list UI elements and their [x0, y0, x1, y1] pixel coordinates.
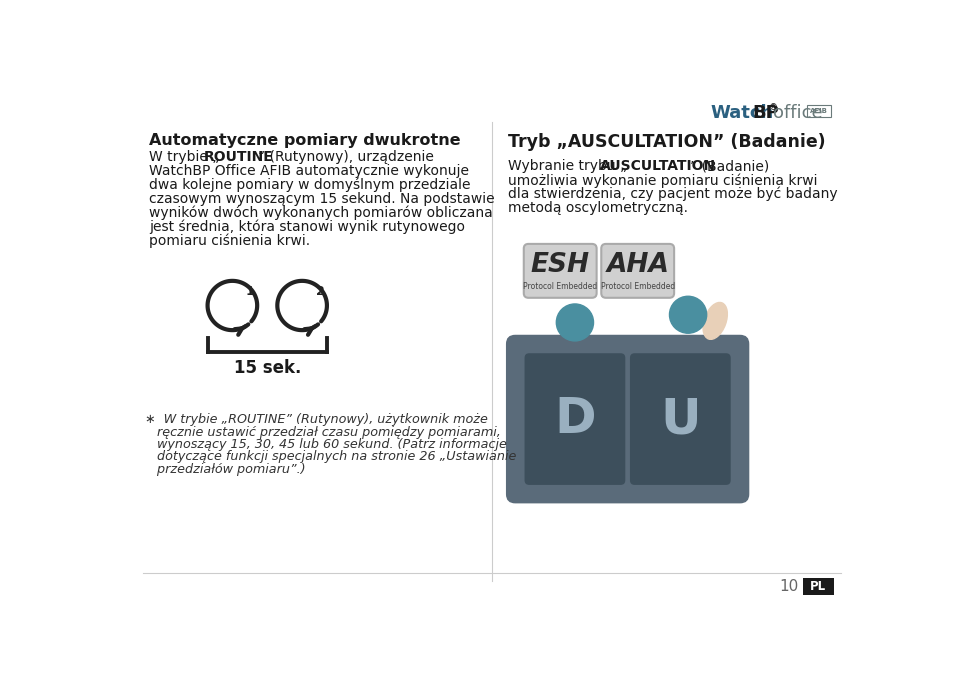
Text: AUSCULTATION: AUSCULTATION: [600, 159, 716, 173]
Text: 1: 1: [246, 284, 254, 297]
Text: Tryb „AUSCULTATION” (Badanie): Tryb „AUSCULTATION” (Badanie): [508, 133, 826, 151]
FancyBboxPatch shape: [630, 353, 731, 485]
Text: PL: PL: [810, 580, 827, 593]
Text: wyników dwóch wykonanych pomiarów obliczana: wyników dwóch wykonanych pomiarów oblicz…: [150, 206, 493, 220]
Text: czasowym wynoszącym 15 sekund. Na podstawie: czasowym wynoszącym 15 sekund. Na podsta…: [150, 192, 495, 206]
Circle shape: [557, 304, 593, 341]
Text: dotyczące funkcji specjalnych na stronie 26 „Ustawianie: dotyczące funkcji specjalnych na stronie…: [145, 450, 516, 463]
Text: AFIB: AFIB: [810, 108, 828, 114]
Text: Protocol Embedded: Protocol Embedded: [523, 282, 597, 290]
Text: Automatyczne pomiary dwukrotne: Automatyczne pomiary dwukrotne: [150, 133, 461, 148]
FancyBboxPatch shape: [601, 244, 674, 298]
Text: ” (Badanie): ” (Badanie): [690, 159, 769, 173]
Text: ®: ®: [769, 103, 778, 112]
Text: ∗  W trybie „ROUTINE” (Rutynowy), użytkownik może: ∗ W trybie „ROUTINE” (Rutynowy), użytkow…: [145, 413, 488, 426]
FancyBboxPatch shape: [524, 244, 596, 298]
Text: BP: BP: [753, 103, 780, 122]
Text: W trybie „: W trybie „: [150, 150, 220, 164]
Text: Protocol Embedded: Protocol Embedded: [601, 282, 675, 290]
FancyBboxPatch shape: [524, 353, 625, 485]
Text: D: D: [554, 395, 596, 443]
Text: office: office: [773, 103, 822, 122]
Text: ręcznie ustawić przedział czasu pomiędzy pomiarami,: ręcznie ustawić przedział czasu pomiędzy…: [145, 425, 500, 438]
Text: Wybranie trybu „: Wybranie trybu „: [508, 159, 627, 173]
Text: jest średnia, która stanowi wynik rutynowego: jest średnia, która stanowi wynik rutyno…: [150, 219, 466, 234]
Text: pomiaru ciśnienia krwi.: pomiaru ciśnienia krwi.: [150, 233, 311, 247]
Text: ” (Rutynowy), urządzenie: ” (Rutynowy), urządzenie: [258, 150, 434, 164]
Text: WatchBP Office AFIB automatycznie wykonuje: WatchBP Office AFIB automatycznie wykonu…: [150, 164, 469, 178]
FancyBboxPatch shape: [803, 578, 834, 595]
Text: umożliwia wykonanie pomiaru ciśnienia krwi: umożliwia wykonanie pomiaru ciśnienia kr…: [508, 173, 817, 188]
Text: U: U: [660, 395, 701, 443]
Text: 15 sek.: 15 sek.: [233, 360, 300, 377]
FancyBboxPatch shape: [807, 105, 830, 117]
Text: dwa kolejne pomiary w domyślnym przedziale: dwa kolejne pomiary w domyślnym przedzia…: [150, 177, 471, 192]
Text: dla stwierdzenia, czy pacjent może być badany: dla stwierdzenia, czy pacjent może być b…: [508, 187, 837, 201]
Text: 2: 2: [316, 284, 324, 297]
Text: ESH: ESH: [531, 253, 589, 279]
Circle shape: [669, 296, 707, 333]
Text: przedziałów pomiaru”.): przedziałów pomiaru”.): [145, 462, 305, 475]
Text: ROUTINE: ROUTINE: [204, 150, 274, 164]
Text: metodą oscylometryczną.: metodą oscylometryczną.: [508, 201, 687, 215]
FancyBboxPatch shape: [506, 335, 750, 503]
Text: Watch: Watch: [710, 103, 774, 122]
Ellipse shape: [703, 303, 728, 339]
Text: 10: 10: [779, 579, 798, 594]
Text: wynoszący 15, 30, 45 lub 60 sekund. (Patrz informacje: wynoszący 15, 30, 45 lub 60 sekund. (Pat…: [145, 438, 507, 451]
Text: AHA: AHA: [607, 253, 669, 279]
